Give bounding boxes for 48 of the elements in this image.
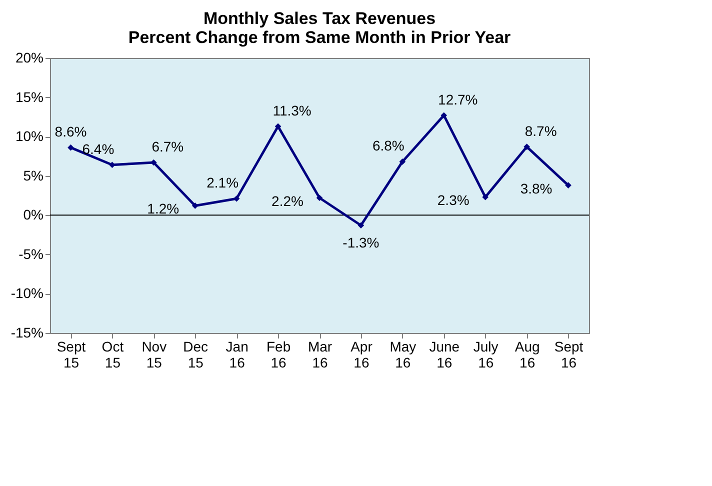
point	[192, 202, 198, 209]
x-tick-label: Nov 15	[142, 338, 167, 370]
text: Monthly Sales Tax Revenues	[203, 9, 436, 28]
data-label: 6.8%	[372, 138, 404, 154]
point	[482, 194, 489, 200]
point	[399, 158, 406, 165]
point	[440, 112, 448, 119]
x-tick-label: Dec 15	[183, 338, 208, 370]
y-tick-label: -15%	[10, 324, 44, 340]
point	[316, 194, 323, 202]
data-label: 2.2%	[272, 192, 304, 209]
point	[524, 144, 530, 150]
x-tick-label: June 16	[429, 338, 460, 370]
x-tick-label: May 16	[390, 338, 416, 370]
data-label: 6.4%	[82, 140, 114, 157]
data-label: 11.3%	[272, 102, 312, 118]
x-tick-label: Apr 16	[350, 338, 373, 370]
point	[358, 222, 364, 229]
x-tick-label: Mar 16	[308, 338, 332, 370]
x-tick-label: Feb 16	[266, 338, 291, 370]
x-tick-label: Sept 16	[554, 338, 584, 370]
text: Percent Change from Same Month in Prior Year	[128, 28, 511, 47]
y-tick-label: -10%	[10, 285, 44, 302]
point	[109, 162, 116, 168]
data-label: 8.6%	[54, 124, 87, 140]
x-tick-label: Aug 16	[514, 338, 540, 370]
x-tick-label: July 16	[473, 338, 498, 370]
point	[233, 195, 240, 202]
x-tick-label: Sept 15	[56, 338, 86, 370]
y-tick-label: 10%	[15, 128, 44, 144]
data-label: 8.7%	[524, 122, 557, 139]
data-label: 12.7%	[438, 91, 478, 108]
x-tick-label: Oct 15	[102, 338, 124, 370]
data-label: 3.8%	[520, 180, 552, 196]
data-label: 6.7%	[152, 138, 184, 154]
y-tick-label: 20%	[15, 50, 44, 66]
y-tick-label: 15%	[15, 88, 44, 105]
data-label: 2.1%	[206, 174, 239, 191]
data-label: -1.3%	[342, 234, 380, 250]
data-label: 2.3%	[437, 192, 470, 208]
x-tick-label: Jan 16	[226, 338, 248, 370]
y-tick-label: 5%	[23, 167, 44, 184]
y-tick-label: 0%	[23, 206, 44, 223]
point	[565, 182, 572, 188]
point	[274, 123, 282, 130]
data-label: 1.2%	[147, 200, 180, 217]
point	[68, 144, 74, 151]
y-tick-label: -5%	[18, 246, 44, 262]
